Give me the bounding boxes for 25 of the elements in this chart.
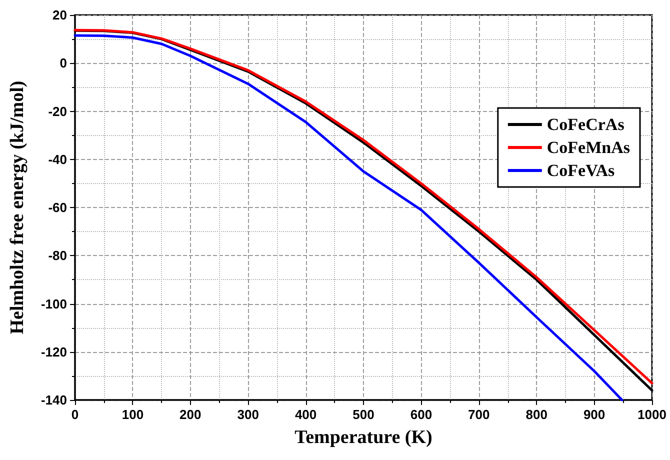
x-tick-label: 0 xyxy=(71,407,79,422)
y-tick-label: -20 xyxy=(48,104,67,119)
x-tick-label: 600 xyxy=(410,407,432,422)
x-tick-label: 200 xyxy=(180,407,202,422)
y-axis-title: Helmholtz free energy (kJ/mol) xyxy=(7,80,28,334)
legend-label: CoFeMnAs xyxy=(546,138,630,157)
y-tick-label: -100 xyxy=(40,296,67,312)
x-axis-title: Temperature (K) xyxy=(294,427,432,448)
x-tick-label: 100 xyxy=(122,407,144,422)
legend-label: CoFeVAs xyxy=(546,161,615,180)
y-tick-label: -120 xyxy=(40,344,67,360)
legend-label: CoFeCrAs xyxy=(546,115,625,134)
x-tick-label: 800 xyxy=(526,407,548,422)
x-tick-label: 1000 xyxy=(638,407,666,422)
x-tick-label: 400 xyxy=(294,407,317,422)
x-tick-label: 500 xyxy=(352,407,374,422)
y-tick-label: 0 xyxy=(60,56,67,71)
y-tick-label: -80 xyxy=(48,248,67,264)
x-tick-label: 900 xyxy=(583,407,606,422)
y-tick-label: -60 xyxy=(48,200,67,215)
y-tick-label: -140 xyxy=(40,392,67,408)
x-tick-label: 700 xyxy=(468,407,490,422)
x-tick-label: 300 xyxy=(237,407,259,422)
y-tick-label: 20 xyxy=(52,8,67,22)
y-tick-label: -40 xyxy=(48,152,67,167)
